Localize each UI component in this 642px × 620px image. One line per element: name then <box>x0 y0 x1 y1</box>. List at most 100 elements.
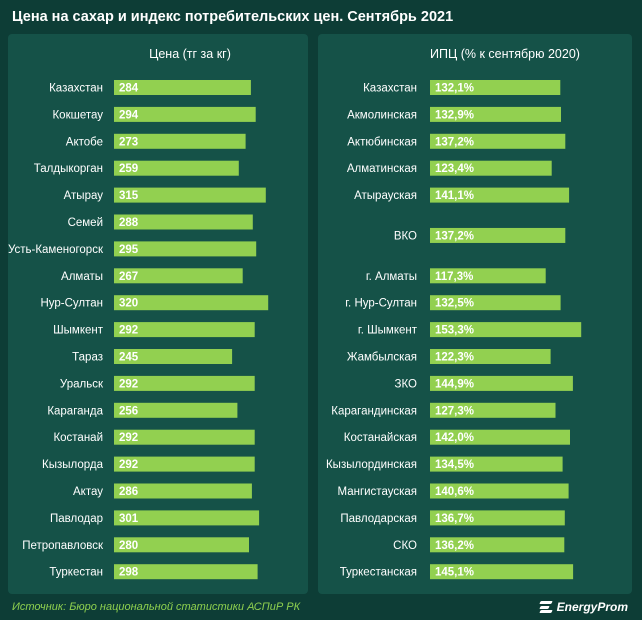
cpi-bar <box>430 187 570 203</box>
city-label: Казахстан <box>49 83 103 95</box>
price-value-label: 292 <box>119 432 138 444</box>
city-label: Усть-Каменогорск <box>8 244 104 256</box>
cpi-value-label: 117,3% <box>435 271 473 283</box>
cpi-bar <box>430 456 563 472</box>
cpi-value-label: 140,6% <box>435 486 474 498</box>
cpi-value-label: 132,9% <box>435 109 474 121</box>
price-value-label: 273 <box>119 136 138 148</box>
price-value-label: 294 <box>119 109 139 121</box>
region-label: Казахстан <box>363 83 417 95</box>
cpi-bars: Казахстан 132,1% Акмолинская 132,9% Актюбинс… <box>326 80 582 580</box>
region-label: СКО <box>393 540 417 552</box>
cpi-bar <box>430 160 552 176</box>
cpi-bar <box>430 483 569 499</box>
price-bar <box>114 187 266 203</box>
city-label: Актобе <box>66 136 103 148</box>
city-label: Талдыкорган <box>34 163 103 175</box>
price-value-label: 298 <box>119 567 139 579</box>
price-bar <box>114 268 243 284</box>
city-label: Уральск <box>60 378 104 390</box>
region-label: Костанайская <box>344 432 417 444</box>
cpi-value-label: 132,1% <box>435 83 474 95</box>
price-value-label: 301 <box>119 513 139 525</box>
region-label: ВКО <box>394 230 417 242</box>
price-panel <box>8 34 308 594</box>
region-label: Атырауская <box>354 190 417 202</box>
price-value-label: 267 <box>119 271 138 283</box>
price-bar <box>114 80 251 95</box>
price-bar <box>114 375 255 391</box>
city-label: Нур-Султан <box>40 298 103 310</box>
price-value-label: 286 <box>119 486 138 498</box>
cpi-bar <box>430 268 546 284</box>
city-label: Павлодар <box>50 513 103 525</box>
cpi-bar <box>430 295 561 311</box>
city-label: Костанай <box>53 432 103 444</box>
cpi-value-label: 145,1% <box>435 567 474 579</box>
city-label: Кызылорда <box>42 459 104 471</box>
cpi-bar <box>430 80 561 95</box>
price-bar <box>114 133 246 149</box>
cpi-value-label: 136,7% <box>435 513 474 525</box>
cpi-bar <box>430 349 551 364</box>
price-bars: Казахстан 284 Кокшетау 294 Актобе 273 Талдыкор… <box>8 80 269 580</box>
price-bar <box>114 160 239 176</box>
price-value-label: 245 <box>119 352 139 364</box>
cpi-bar <box>430 537 565 553</box>
cpi-value-label: 137,2% <box>435 230 474 242</box>
city-label: Кокшетау <box>52 109 103 121</box>
cpi-bar <box>430 227 566 243</box>
energyprom-logo-icon <box>538 601 554 613</box>
price-bar <box>114 510 260 526</box>
cpi-chart-title: ИПЦ (% к сентябрю 2020) <box>430 47 580 61</box>
price-value-label: 315 <box>119 190 139 202</box>
brand-logo: EnergyProm <box>538 600 628 614</box>
price-bar <box>114 564 258 580</box>
price-value-label: 292 <box>119 378 138 390</box>
region-label: Павлодарская <box>340 513 417 525</box>
cpi-bar <box>430 133 566 149</box>
region-label: г. Алматы <box>366 271 417 283</box>
city-label: Актау <box>73 486 103 498</box>
cpi-bar <box>430 322 582 338</box>
cpi-bar <box>430 429 570 445</box>
city-label: Тараз <box>72 352 103 364</box>
cpi-value-label: 136,2% <box>435 540 474 552</box>
city-label: Семей <box>68 217 103 229</box>
price-bar <box>114 322 255 338</box>
price-bar <box>114 214 253 230</box>
price-bar <box>114 402 238 418</box>
price-bar <box>114 106 256 122</box>
region-label: Актюбинская <box>347 136 417 148</box>
price-value-label: 284 <box>119 83 139 95</box>
cpi-panel <box>318 34 632 594</box>
price-bar <box>114 295 269 311</box>
region-label: Мангистауская <box>337 486 417 498</box>
price-value-label: 295 <box>119 244 139 256</box>
region-label: Кызылординская <box>326 459 417 471</box>
cpi-value-label: 137,2% <box>435 136 474 148</box>
price-bar <box>114 429 255 445</box>
cpi-value-label: 153,3% <box>435 325 474 337</box>
region-label: ЗКО <box>395 378 418 390</box>
cpi-bar <box>430 564 574 580</box>
city-label: Караганда <box>47 405 103 417</box>
cpi-value-label: 132,5% <box>435 298 474 310</box>
cpi-value-label: 142,0% <box>435 432 474 444</box>
region-label: Акмолинская <box>347 109 417 121</box>
cpi-bar <box>430 402 556 418</box>
price-bar <box>114 349 233 364</box>
city-label: Алматы <box>61 271 103 283</box>
price-value-label: 288 <box>119 217 139 229</box>
price-value-label: 292 <box>119 459 138 471</box>
chart-title: Цена на сахар и индекс потребительских ц… <box>12 9 454 25</box>
cpi-value-label: 144,9% <box>435 378 474 390</box>
region-label: Карагандинская <box>331 405 417 417</box>
price-bar <box>114 456 255 472</box>
city-label: Туркестан <box>49 567 103 579</box>
cpi-bar <box>430 375 573 391</box>
price-value-label: 320 <box>119 298 138 310</box>
cpi-value-label: 134,5% <box>435 459 474 471</box>
cpi-bar <box>430 106 561 122</box>
